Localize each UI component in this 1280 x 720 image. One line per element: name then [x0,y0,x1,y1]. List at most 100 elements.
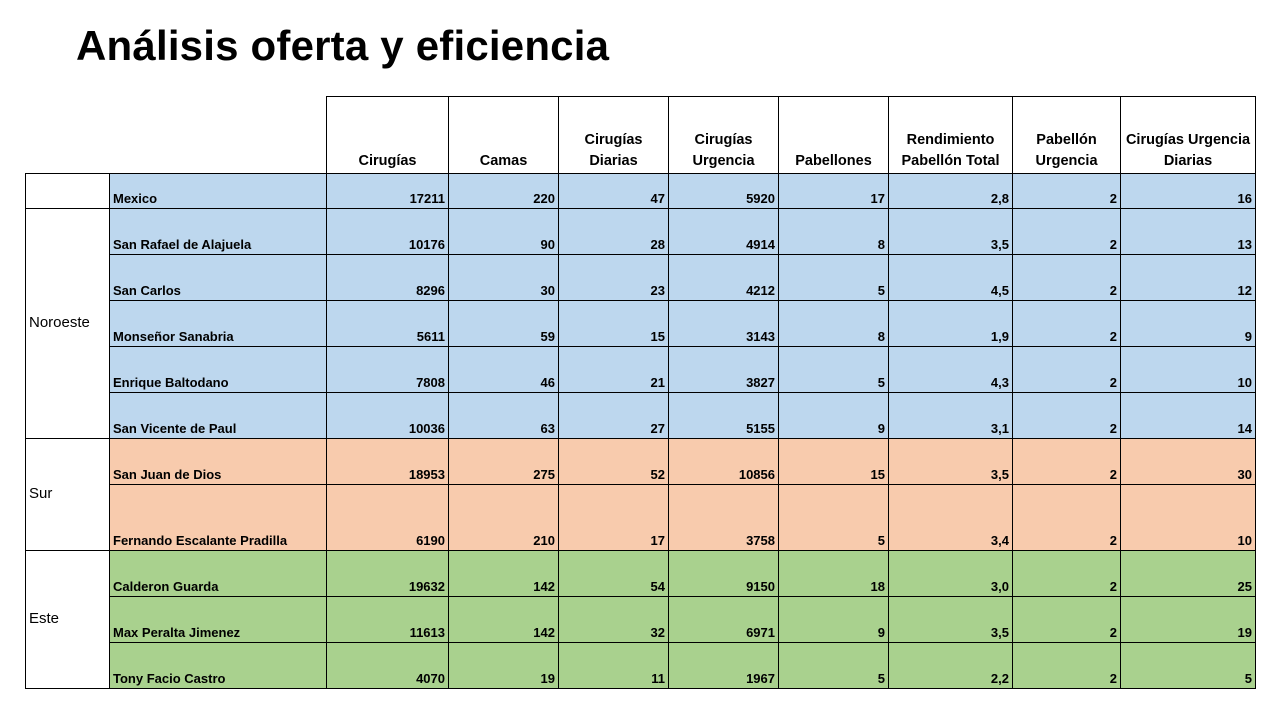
value-cell: 2 [1012,173,1121,209]
value-cell: 3,5 [888,596,1013,643]
hospital-name: San Juan de Dios [109,438,327,485]
value-cell: 6190 [326,484,449,551]
value-cell: 1967 [668,642,779,689]
column-header: Cirugías Diarias [558,96,669,174]
table-row: Noroeste San Rafael de Alajuela 10176 90… [25,208,1256,439]
value-cell: 5155 [668,392,779,439]
value-cell: 17211 [326,173,449,209]
value-cell: 52 [558,438,669,485]
table-row: Monseñor Sanabria 5611 59 15 3143 8 1,9 … [26,300,1256,347]
hospital-name: San Vicente de Paul [109,392,327,439]
region-label: Sur [25,438,110,551]
value-cell: 5920 [668,173,779,209]
value-cell: 1,9 [888,300,1013,347]
value-cell: 10 [1120,484,1256,551]
value-cell: 142 [448,550,559,597]
region-label: Noroeste [25,208,110,439]
table-row: San Carlos 8296 30 23 4212 5 4,5 2 12 [26,254,1256,301]
value-cell: 15 [778,438,889,485]
value-cell: 28 [558,208,669,255]
value-cell: 4070 [326,642,449,689]
header-row: Cirugías Camas Cirugías Diarias Cirugías… [25,96,1256,174]
value-cell: 2 [1012,550,1121,597]
value-cell: 2 [1012,596,1121,643]
hospital-name: Monseñor Sanabria [109,300,327,347]
value-cell: 2 [1012,392,1121,439]
value-cell: 2 [1012,438,1121,485]
value-cell: 2 [1012,484,1121,551]
value-cell: 3,0 [888,550,1013,597]
value-cell: 2,8 [888,173,1013,209]
hospital-name: San Carlos [109,254,327,301]
value-cell: 7808 [326,346,449,393]
column-header: Pabellones [778,96,889,174]
value-cell: 5 [778,484,889,551]
table-row: Fernando Escalante Pradilla 6190 210 17 … [26,484,1256,551]
value-cell: 8296 [326,254,449,301]
value-cell: 10 [1120,346,1256,393]
column-header: Rendimiento Pabellón Total [888,96,1013,174]
hospital-name: San Rafael de Alajuela [109,208,327,255]
value-cell: 5611 [326,300,449,347]
value-cell: 17 [558,484,669,551]
value-cell: 17 [778,173,889,209]
value-cell: 5 [778,346,889,393]
value-cell: 30 [1120,438,1256,485]
value-cell: 9 [778,596,889,643]
value-cell: 2 [1012,208,1121,255]
value-cell: 9 [1120,300,1256,347]
value-cell: 4,3 [888,346,1013,393]
value-cell: 10036 [326,392,449,439]
value-cell: 13 [1120,208,1256,255]
page-title: Análisis oferta y eficiencia [76,22,610,69]
value-cell: 4914 [668,208,779,255]
column-header: Cirugías Urgencia Diarias [1120,96,1256,174]
value-cell: 59 [448,300,559,347]
value-cell: 18953 [326,438,449,485]
hospital-name: Max Peralta Jimenez [109,596,327,643]
table-row: San Vicente de Paul 10036 63 27 5155 9 3… [26,392,1256,439]
value-cell: 142 [448,596,559,643]
table-row: Tony Facio Castro 4070 19 11 1967 5 2,2 … [26,642,1256,689]
value-cell: 11613 [326,596,449,643]
value-cell: 9 [778,392,889,439]
table-row: Sur San Juan de Dios 18953 275 52 10856 … [25,438,1256,551]
hospital-name: Calderon Guarda [109,550,327,597]
value-cell: 63 [448,392,559,439]
value-cell: 90 [448,208,559,255]
value-cell: 21 [558,346,669,393]
value-cell: 3,4 [888,484,1013,551]
value-cell: 18 [778,550,889,597]
value-cell: 32 [558,596,669,643]
value-cell: 8 [778,208,889,255]
region-cell-blank [25,173,110,209]
column-header: Pabellón Urgencia [1012,96,1121,174]
value-cell: 46 [448,346,559,393]
value-cell: 4,5 [888,254,1013,301]
column-header: Cirugías Urgencia [668,96,779,174]
value-cell: 11 [558,642,669,689]
value-cell: 3,5 [888,208,1013,255]
value-cell: 2 [1012,300,1121,347]
value-cell: 3,5 [888,438,1013,485]
hospital-name: Enrique Baltodano [109,346,327,393]
value-cell: 10176 [326,208,449,255]
value-cell: 19632 [326,550,449,597]
column-header: Camas [448,96,559,174]
value-cell: 47 [558,173,669,209]
value-cell: 6971 [668,596,779,643]
efficiency-table: Cirugías Camas Cirugías Diarias Cirugías… [25,96,1256,689]
value-cell: 10856 [668,438,779,485]
header-blank-cell [25,96,327,174]
value-cell: 15 [558,300,669,347]
value-cell: 5 [778,254,889,301]
value-cell: 2 [1012,254,1121,301]
value-cell: 16 [1120,173,1256,209]
value-cell: 5 [1120,642,1256,689]
value-cell: 30 [448,254,559,301]
table-row: Este Calderon Guarda 19632 142 54 9150 1… [25,550,1256,689]
value-cell: 2 [1012,642,1121,689]
value-cell: 4212 [668,254,779,301]
table-row: Max Peralta Jimenez 11613 142 32 6971 9 … [26,596,1256,643]
value-cell: 8 [778,300,889,347]
